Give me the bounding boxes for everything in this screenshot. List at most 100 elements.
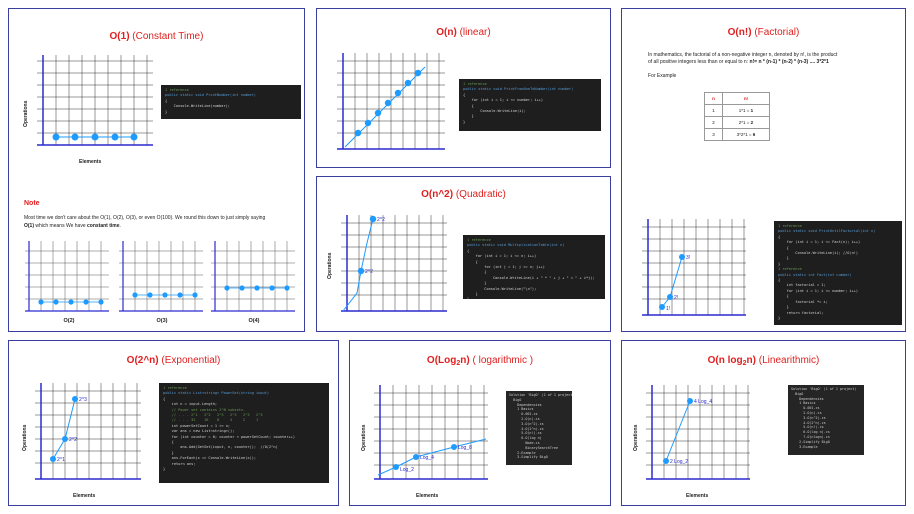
data-point (663, 458, 669, 464)
panel-constant-time: O(1) (Constant Time) Operations Elements… (8, 8, 305, 332)
code-line: 1 reference (163, 386, 187, 390)
tree-item[interactable]: 7-O(nlogn).cs (791, 434, 830, 439)
code-line: public static int Fact(int number) (778, 272, 852, 277)
point-label: 2 Log_2 (670, 459, 688, 465)
panel-title: O(1) (Constant Time) (109, 31, 204, 42)
tree-item[interactable]: Solution 'BigO' (1 of 1 project) (509, 393, 572, 397)
x-axis-label: Elements (416, 493, 439, 499)
panel-title: O(2^n) (Exponential) (126, 355, 221, 366)
tree-item[interactable]: O-001.cs (509, 412, 538, 417)
code-line: 1 reference (165, 88, 189, 92)
point-label: 2^2 (377, 217, 385, 223)
solution-explorer: Solution 'BigO' (1 of 1 project) BigO De… (788, 385, 864, 455)
code-snippet: 1 reference public static void PrintNumbe… (161, 85, 301, 119)
code-line: } (778, 315, 781, 320)
y-axis-label: Operations (23, 100, 29, 127)
example-label: For Example (648, 73, 677, 79)
note-title: Note (24, 200, 40, 207)
tree-item[interactable]: 2-O(n).cs (509, 416, 540, 421)
panel-quadratic: O(n^2) (Quadratic) 2^2 2^2 Operations 1 … (316, 176, 611, 332)
tree-item[interactable]: 6-O(log n) (509, 436, 542, 441)
code-line: { (778, 294, 789, 299)
linearithmic-graph: 4 Log_4 2 Log_2 (646, 385, 750, 480)
panel-logarithmic: O(Log2n) ( logarithmic ) Log_2 Log_4 Log… (349, 340, 611, 506)
tree-item[interactable]: 1 Basics (791, 401, 816, 406)
tree-item[interactable]: 1 Basics (509, 407, 534, 412)
tree-item[interactable]: 2-O(n).cs (791, 410, 822, 415)
tree-item[interactable]: Dependencies (791, 396, 824, 401)
code-line: public static void PrintNumber(int numbe… (165, 93, 256, 98)
data-point (659, 304, 665, 310)
data-point (71, 133, 79, 141)
y-axis-label: Operations (22, 424, 28, 451)
mini-graph-o2 (25, 241, 109, 312)
x-axis-label: Elements (79, 159, 102, 165)
tree-item[interactable]: Solution 'BigO' (1 of 1 project) (791, 387, 857, 391)
code-line: return factorial; (778, 310, 824, 315)
code-snippet: 1 reference public static void PrintUntil… (774, 221, 902, 325)
tree-item[interactable]: 3-Example (791, 444, 818, 449)
tree-item[interactable]: 5-O(n!).cs (509, 431, 542, 436)
code-line: } (163, 450, 174, 455)
code-line: int factorial = 1; (778, 283, 826, 288)
tree-item[interactable]: Node.cs (509, 440, 540, 445)
data-point (130, 133, 138, 141)
tree-item[interactable]: 3-Simplify BigO (509, 455, 548, 460)
tree-item[interactable]: BinarySearchTree (509, 445, 558, 450)
panel-title: O(n!) (Factorial) (727, 27, 800, 38)
data-point (62, 436, 68, 442)
tree-item[interactable]: 5-O(n!).cs (791, 425, 824, 430)
data-point (364, 119, 372, 127)
point-label: 2^2 (365, 269, 373, 275)
code-line: // . . . 32 16 8 4 2 1 (163, 418, 259, 423)
x-axis-label: Elements (73, 493, 96, 499)
code-line: { (778, 245, 789, 250)
tree-item[interactable]: O-001.cs (791, 406, 820, 411)
code-line: for (int i = 1; i <= number; i++) (463, 98, 544, 103)
code-line: } (463, 119, 466, 124)
panel-factorial: O(n!) (Factorial) In mathematics, the fa… (621, 8, 906, 332)
code-line: Console.WriteLine("\n"); (467, 286, 537, 291)
tree-item[interactable]: Dependencies (509, 402, 542, 407)
constant-graph (37, 55, 153, 146)
exponential-graph: 2^3 2^2 2^1 (35, 383, 141, 480)
tree-item[interactable]: 3-O(n^2).cs (509, 421, 544, 426)
tree-item[interactable]: 4-O(2^n).cs (509, 426, 544, 431)
data-point (679, 254, 685, 260)
data-point (354, 129, 362, 137)
tree-item[interactable]: 6-O(log n).cs (791, 430, 830, 435)
tree-item[interactable]: BigO (791, 391, 804, 396)
panel-title: O(n^2) (Quadratic) (421, 189, 506, 200)
panel-title: O(n log2n) (Linearithmic) (707, 355, 820, 367)
code-line: for (int i = 1; i <= number; i++) (778, 288, 859, 293)
panel-exponential: O(2^n) (Exponential) 2^3 2^2 2^1 Operati… (8, 340, 339, 506)
code-line: Console.WriteLine(i + " * " + j + " = " … (467, 275, 595, 280)
data-point (50, 456, 56, 462)
code-line: } (467, 297, 601, 299)
panel-title: O(Log2n) ( logarithmic ) (426, 355, 534, 367)
quadratic-graph: 2^2 2^2 (341, 215, 447, 312)
code-line: } (467, 292, 478, 297)
tree-item[interactable]: 4-O(2^n).cs (791, 420, 826, 425)
code-line: Console.WriteLine(number); (165, 104, 230, 109)
panel-linear: O(n) (linear) 1 reference public static v… (316, 8, 611, 168)
code-line: public static void PrintUntilFactorial(i… (778, 229, 876, 234)
point-label: 3! (686, 255, 690, 261)
code-line: { (163, 396, 166, 401)
point-label: 2^3 (79, 397, 87, 403)
tree-item[interactable]: 2-Example (509, 450, 536, 455)
code-line: { (163, 440, 174, 445)
tree-item[interactable]: 3-O(n^2).cs (791, 415, 826, 420)
data-point (413, 454, 419, 460)
code-line: Console.WriteLine(i); //O(n!) (778, 251, 859, 256)
data-point (369, 215, 377, 223)
code-line: for (int j = 1; j <= n; j++) (467, 265, 545, 270)
solution-explorer: Solution 'BigO' (1 of 1 project) BigO De… (506, 391, 572, 465)
data-point (384, 99, 392, 107)
tree-item[interactable]: BigO (509, 397, 522, 402)
data-point (667, 294, 673, 300)
tree-item[interactable]: 2-Simplify BigO (791, 439, 830, 444)
code-line: 1 reference (778, 267, 802, 272)
x-axis-label: Elements (686, 493, 709, 499)
data-point (451, 444, 457, 450)
